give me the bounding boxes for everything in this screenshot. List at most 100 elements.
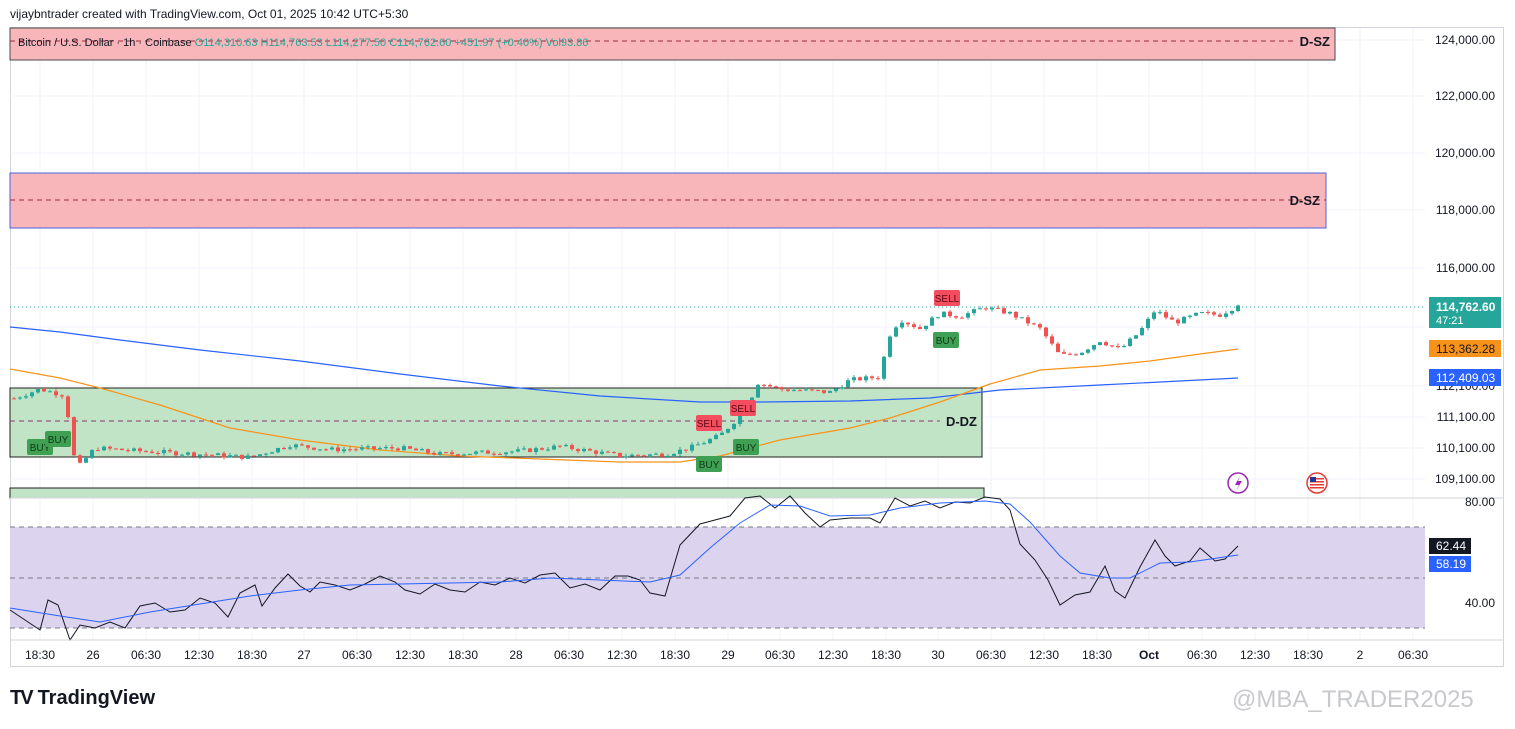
candle-body	[540, 448, 544, 450]
candle-body	[780, 387, 784, 390]
candle-body	[12, 398, 16, 400]
candle-body	[786, 389, 790, 391]
signal-text: BUY	[736, 443, 757, 454]
time-axis-label: 28	[509, 648, 523, 662]
candle	[1002, 306, 1006, 315]
candle	[480, 450, 484, 453]
ma-blue-badge: 112,409.03	[1429, 369, 1501, 386]
candle-body	[216, 453, 220, 456]
candle-body	[756, 384, 760, 398]
candle-body	[810, 389, 814, 391]
candle	[270, 451, 274, 454]
tradingview-logo[interactable]: TV TradingView	[10, 687, 155, 710]
candle-body	[720, 432, 724, 436]
symbol-info-part: +451.97 (+0.40%)	[454, 37, 545, 49]
candle-body	[492, 453, 496, 455]
candle	[516, 446, 520, 453]
symbol-info-part: H114,763.53	[261, 37, 326, 49]
candle-body	[702, 443, 706, 445]
candle-body	[1194, 312, 1198, 316]
candle-body	[948, 311, 952, 317]
signal-badge	[45, 431, 71, 447]
candle	[246, 453, 250, 460]
candle-body	[1002, 308, 1006, 314]
signal-text: SELL	[697, 419, 722, 430]
candle-body	[414, 448, 418, 451]
candle	[342, 446, 346, 454]
candle-body	[168, 450, 172, 452]
candle	[1200, 311, 1204, 314]
signal-text: SELL	[731, 404, 756, 415]
candle	[534, 446, 538, 455]
candle-body	[234, 454, 238, 456]
candle	[900, 320, 904, 330]
candle-body	[384, 447, 388, 449]
time-axis-label: 06:30	[765, 648, 795, 662]
candle-body	[150, 451, 154, 454]
candle-body	[1164, 312, 1168, 318]
candle	[42, 387, 46, 392]
candle-body	[558, 445, 562, 447]
candle-body	[996, 307, 1000, 309]
candle-body	[516, 449, 520, 452]
candle-body	[726, 428, 730, 433]
candle	[948, 310, 952, 318]
candle-body	[60, 395, 64, 397]
supply-zone-mid-label: D-SZ	[1290, 193, 1320, 208]
candle	[972, 308, 976, 316]
candle-body	[1074, 354, 1078, 356]
candle-body	[114, 448, 118, 450]
candle-body	[918, 327, 922, 330]
candle-body	[324, 449, 328, 451]
candle-body	[882, 356, 886, 379]
candle-body	[132, 448, 136, 451]
ma-orange-badge-bg	[1429, 340, 1501, 357]
candle-body	[612, 452, 616, 454]
time-axis-label: 12:30	[818, 648, 848, 662]
candle	[144, 449, 148, 453]
candle	[132, 447, 136, 452]
candle	[420, 447, 424, 451]
time-axis-label: 18:30	[448, 648, 478, 662]
price-axis-label: 110,100.00	[1436, 441, 1495, 455]
time-axis-label: 18:30	[237, 648, 267, 662]
candle	[1170, 314, 1174, 320]
rsi-signal-bg	[1429, 556, 1471, 572]
candle-body	[1026, 317, 1030, 324]
candle-body	[624, 456, 628, 458]
candle-body	[126, 450, 130, 452]
candle	[498, 452, 502, 455]
candle	[180, 453, 184, 458]
candle	[690, 442, 694, 453]
candle	[84, 457, 88, 464]
candle	[432, 450, 436, 456]
candle-body	[54, 391, 58, 396]
candle-body	[1116, 346, 1120, 348]
flag-icon-stripe	[1310, 481, 1324, 483]
candle-body	[840, 387, 844, 389]
candle-body	[528, 448, 532, 452]
candle-body	[294, 444, 298, 448]
candle-body	[768, 385, 772, 387]
candle-body	[564, 445, 568, 447]
candle	[330, 446, 334, 451]
candle	[792, 387, 796, 392]
candle	[408, 445, 412, 450]
candle	[90, 449, 94, 460]
candle	[1104, 340, 1108, 347]
candle-body	[834, 388, 838, 392]
candle	[186, 451, 190, 458]
candle	[192, 451, 196, 458]
candle-body	[486, 450, 490, 454]
last-price-countdown: 47:21	[1436, 315, 1464, 327]
candle	[840, 384, 844, 390]
candle	[1080, 352, 1084, 356]
candle	[300, 442, 304, 446]
candle-body	[708, 439, 712, 444]
candle	[294, 443, 298, 450]
candle	[1044, 326, 1048, 339]
candle	[150, 449, 154, 454]
candle-body	[666, 455, 670, 457]
candle-body	[504, 452, 508, 455]
